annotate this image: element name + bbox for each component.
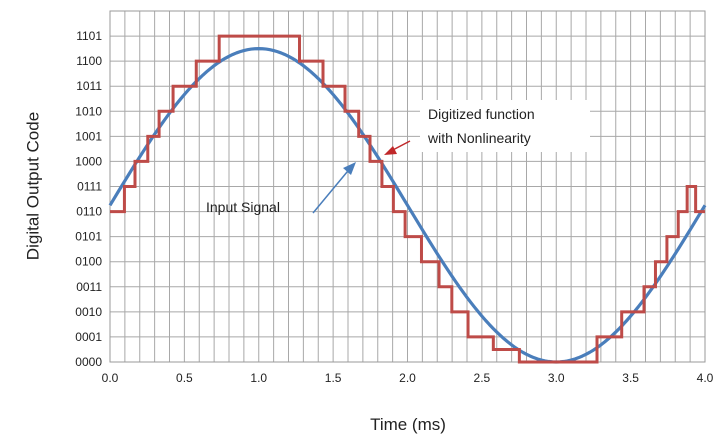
x-tick-label: 3.5 [622,371,639,385]
annotation-input-signal-arrow [312,165,353,214]
x-tick-label: 4.0 [697,371,714,385]
annotation-digitized-text-line1: Digitized function [428,106,535,122]
y-tick-label: 1000 [75,154,102,168]
x-tick-label: 2.0 [399,371,416,385]
x-tick-label: 0.0 [102,371,119,385]
y-tick-label: 0111 [77,180,102,194]
y-tick-label: 0101 [75,230,102,244]
horizontal-gridlines [110,35,705,338]
y-axis-title: Digital Output Code [23,112,42,260]
annotation-digitized-bg [420,100,590,152]
x-tick-labels: 0.0 0.5 1.0 1.5 2.0 2.5 3.0 3.5 4.0 [102,371,714,385]
x-tick-label: 0.5 [176,371,193,385]
y-tick-label: 1001 [75,129,102,143]
y-tick-labels: 0000 0001 0010 0011 0100 0101 0110 0111 1000 1001… [75,29,102,369]
y-tick-label: 0000 [75,355,102,369]
x-tick-label: 2.5 [474,371,491,385]
y-tick-label: 0110 [76,205,102,219]
y-tick-label: 1011 [76,79,102,93]
plot-border [109,10,706,363]
annotation-digitized-arrowhead [384,146,397,155]
series-line-input-signal [108,47,707,364]
annotation-digitized: Digitized function with Nonlinearity [384,100,590,155]
annotation-input-signal-text: Input Signal [206,199,280,215]
annotation-input-signal: Input Signal [206,162,356,215]
annotation-input-signal-arrowhead [343,162,356,175]
y-tick-label: 0010 [75,305,102,319]
x-tick-label: 1.0 [250,371,267,385]
series-line-digitized-function [110,34,705,364]
y-tick-label: 0001 [75,330,102,344]
annotation-digitized-text-line2: with Nonlinearity [427,130,531,146]
y-tick-label: 1010 [75,104,102,118]
y-tick-label: 0100 [75,255,102,269]
x-axis-title: Time (ms) [370,415,446,434]
x-tick-label: 3.0 [548,371,565,385]
y-tick-label: 1101 [76,29,102,43]
x-tick-label: 1.5 [325,371,342,385]
y-tick-label: 1100 [76,54,102,68]
y-tick-label: 0011 [76,280,102,294]
